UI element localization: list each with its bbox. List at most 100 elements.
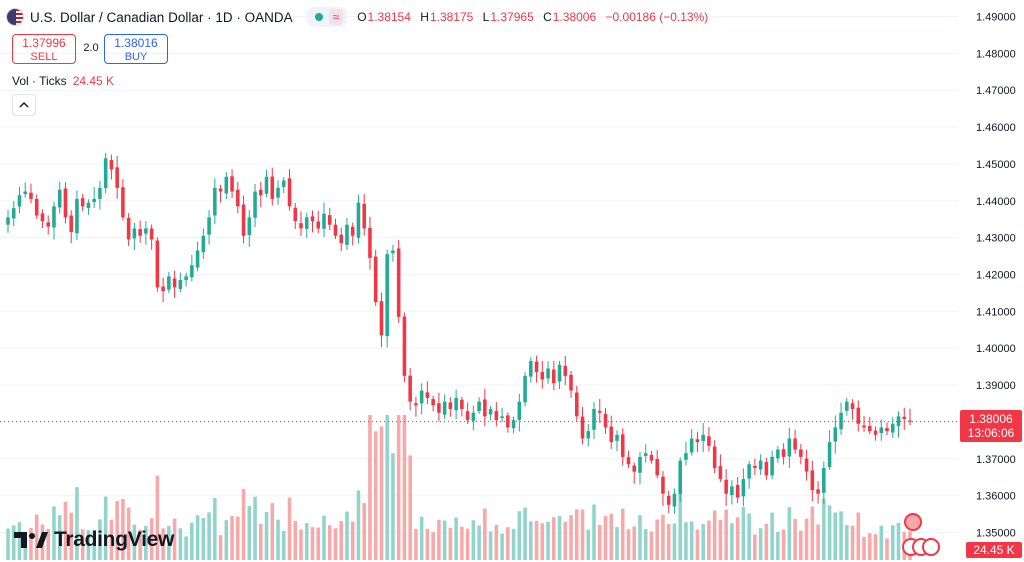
ohlc-low-value: 1.37965 [490,10,534,24]
volume-bar [592,504,596,560]
volume-bar [230,515,234,560]
candle-body [373,256,378,303]
sell-button[interactable]: 1.37996 SELL [12,34,76,64]
volume-bar [552,517,556,560]
volume-bar [224,520,229,560]
volume-bar [707,520,711,560]
candle-body [115,167,119,188]
collapse-legend-button[interactable] [12,94,36,116]
ca-event-flag-icon-3[interactable] [922,538,940,556]
symbol-title[interactable]: U.S. Dollar / Canadian Dollar · 1D · OAN… [30,9,293,25]
buy-button[interactable]: 1.38016 BUY [104,34,168,64]
volume-bar [368,415,372,560]
volume-bar [213,497,217,560]
volume-bar [695,529,700,560]
candle-body [494,410,499,421]
candle-body [793,438,797,450]
price-tick-label: 1.48000 [976,48,1016,60]
volume-bar [655,519,659,560]
usd-cad-flag-icon [6,8,24,26]
candle-body [362,203,366,229]
volume-bar [431,532,435,560]
volume-bar [408,455,412,560]
candle-body [632,465,637,472]
candle-body [799,449,803,457]
volume-bar [689,521,694,560]
volume-bar [839,511,843,560]
candle-body [477,401,481,412]
candle-body [259,189,263,196]
tradingview-logo[interactable]: TradingView [14,526,174,554]
volume-bar [856,512,861,560]
volume-bar [678,491,682,560]
volume-bar [333,528,338,560]
sell-price: 1.37996 [22,36,66,50]
volume-bar [276,519,280,560]
volume-bar [385,415,389,560]
us-event-flag-icon[interactable] [904,513,922,531]
candle-body [52,206,56,228]
volume-bar [781,529,786,560]
volume-bar [46,528,50,560]
candle-body [161,286,165,292]
candle-body [655,458,659,476]
candle-body [689,438,694,453]
volume-bar [787,507,792,560]
candle-body [230,176,234,192]
candle-body [402,316,407,376]
candle-body [638,456,642,473]
volume-bar [666,524,671,560]
candle-body [126,217,131,240]
price-axis[interactable]: 1.49000 1.48000 1.47000 1.46000 1.45000 1.440… [976,11,1016,539]
volume-bar [121,498,125,560]
candle-body [586,431,591,439]
candle-body [132,228,137,239]
volume-bar [534,520,539,560]
volume-bar [322,515,326,560]
volume-legend[interactable]: Vol · Ticks 24.45 K [12,74,114,88]
tradingview-logo-icon [14,532,48,548]
volume-bar [890,525,895,560]
candle-body [167,276,171,290]
volume-bar [643,529,648,560]
candle-body [213,187,217,216]
volume-bar [483,508,487,560]
volume-bar [270,503,275,560]
volume-bar [764,523,769,560]
candle-body [207,217,211,235]
candle-body [885,428,889,432]
volume-bar [460,526,464,560]
volume-bar [477,525,481,560]
volume-bar [103,496,108,560]
candle-body [724,479,728,494]
candle-body [236,189,240,207]
volume-bar [523,507,527,560]
volume-bar [109,519,114,560]
candle-body [155,240,160,288]
price-tick-label: 1.42000 [976,269,1016,281]
candle-body [471,412,476,421]
volume-bar [34,514,39,560]
volume-bar [868,533,872,560]
volume-bar [511,529,516,560]
price-tick-label: 1.46000 [976,122,1016,134]
volume-bar [793,518,797,560]
candle-body [781,449,786,457]
candle-body [741,479,746,497]
volume-bar [810,506,815,560]
volume-bar [6,528,10,560]
volume-bar [626,529,631,560]
candle-body [396,248,401,317]
ohlc-high-value: 1.38175 [429,10,474,24]
volume-bar [603,516,608,560]
spread-value: 2.0 [83,42,99,54]
volume-bar [569,515,573,560]
candle-body [448,402,453,409]
price-tick-label: 1.49000 [976,11,1016,23]
volume-bar [373,431,378,560]
candle-body [310,216,315,222]
market-status-button[interactable]: ≈ [306,7,348,27]
candle-body [431,399,435,406]
candle-body [845,401,849,411]
